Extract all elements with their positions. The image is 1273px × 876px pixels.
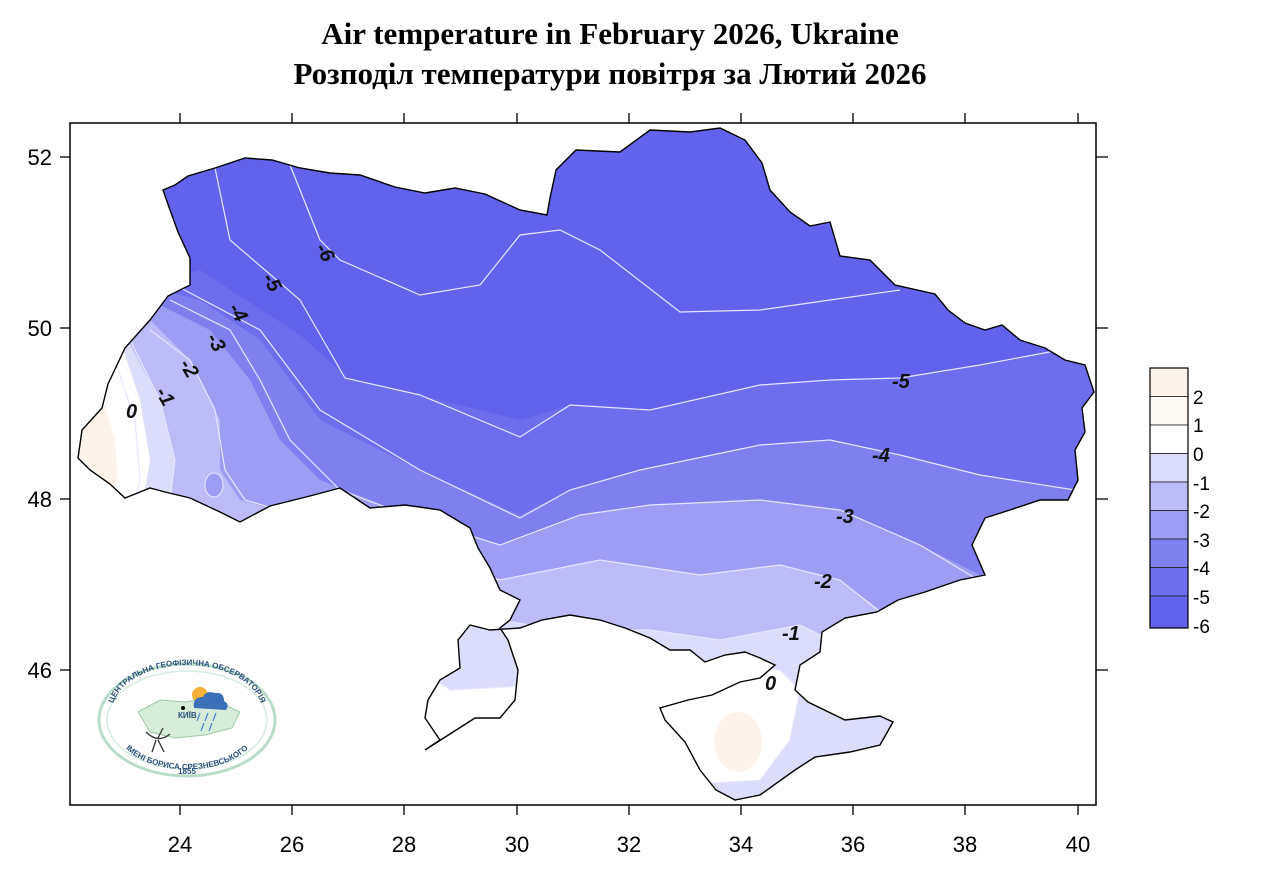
legend-label: -1	[1193, 474, 1210, 495]
legend-label: -6	[1193, 617, 1210, 638]
isotherm-label: -5	[892, 371, 911, 393]
legend-swatch	[1149, 453, 1189, 483]
logo-year: 1855	[178, 767, 196, 776]
isotherm-label: -2	[814, 571, 832, 593]
legend-swatch	[1149, 481, 1189, 511]
x-tick-label: 40	[1066, 832, 1090, 857]
legend-label: 1	[1193, 416, 1204, 437]
title-ukrainian: Розподіл температури повітря за Лютий 20…	[293, 56, 927, 91]
y-tick-label: 50	[28, 316, 52, 341]
legend-swatch	[1149, 595, 1189, 629]
legend-label: -2	[1193, 502, 1210, 523]
kyiv-dot	[181, 706, 185, 710]
radar-dish-icon	[145, 727, 171, 753]
isotherm-label: -3	[836, 506, 854, 528]
y-tick-label: 52	[28, 145, 52, 170]
legend-label: -4	[1193, 559, 1210, 580]
band-plus1-crimea	[714, 712, 762, 772]
logo-city: КИЇВ	[178, 711, 197, 720]
y-axis-labels: 52 50 48 46	[28, 145, 52, 683]
legend-swatch	[1149, 567, 1189, 597]
x-tick-label: 34	[729, 832, 753, 857]
legend-label: -5	[1193, 588, 1210, 609]
isotherm-label: 0	[126, 401, 137, 423]
x-tick-label: 26	[280, 832, 304, 857]
isotherm-label: -1	[782, 623, 800, 645]
y-tick-label: 46	[28, 658, 52, 683]
legend-frame	[1149, 367, 1189, 629]
x-axis-labels: 24 26 28 30 32 34 36 38 40	[168, 832, 1090, 857]
legend-label: 0	[1193, 445, 1204, 466]
legend-swatch	[1149, 396, 1189, 426]
title-english: Air temperature in February 2026, Ukrain…	[321, 16, 899, 51]
x-tick-label: 24	[168, 832, 192, 857]
rain-icon	[196, 712, 217, 732]
title-block: Air temperature in February 2026, Ukrain…	[0, 14, 1220, 94]
x-tick-label: 28	[392, 832, 416, 857]
ukraine-border	[77, 127, 1095, 801]
legend-label: 2	[1193, 388, 1204, 409]
axis-ticks	[60, 113, 1108, 815]
color-legend: 2 1 0 -1 -2 -3 -4 -5 -6	[1149, 367, 1210, 638]
x-tick-label: 32	[617, 832, 641, 857]
band-plus1-west	[78, 400, 118, 500]
legend-label: -3	[1193, 531, 1210, 552]
legend-swatch	[1149, 538, 1189, 568]
legend-swatch	[1149, 510, 1189, 540]
x-tick-label: 36	[841, 832, 865, 857]
isotherm-label: -4	[872, 445, 890, 467]
observatory-logo: ЦЕНТРАЛЬНА ГЕОФІЗИЧНА ОБСЕРВАТОРІЯ ІМЕНІ…	[97, 658, 277, 778]
isotherm-label: 0	[765, 673, 776, 695]
cold-spot	[204, 472, 224, 498]
legend-swatch	[1149, 367, 1189, 397]
x-tick-label: 38	[953, 832, 977, 857]
legend-swatch	[1149, 424, 1189, 454]
y-tick-label: 48	[28, 487, 52, 512]
cloud-icon	[193, 692, 228, 710]
x-tick-label: 30	[505, 832, 529, 857]
